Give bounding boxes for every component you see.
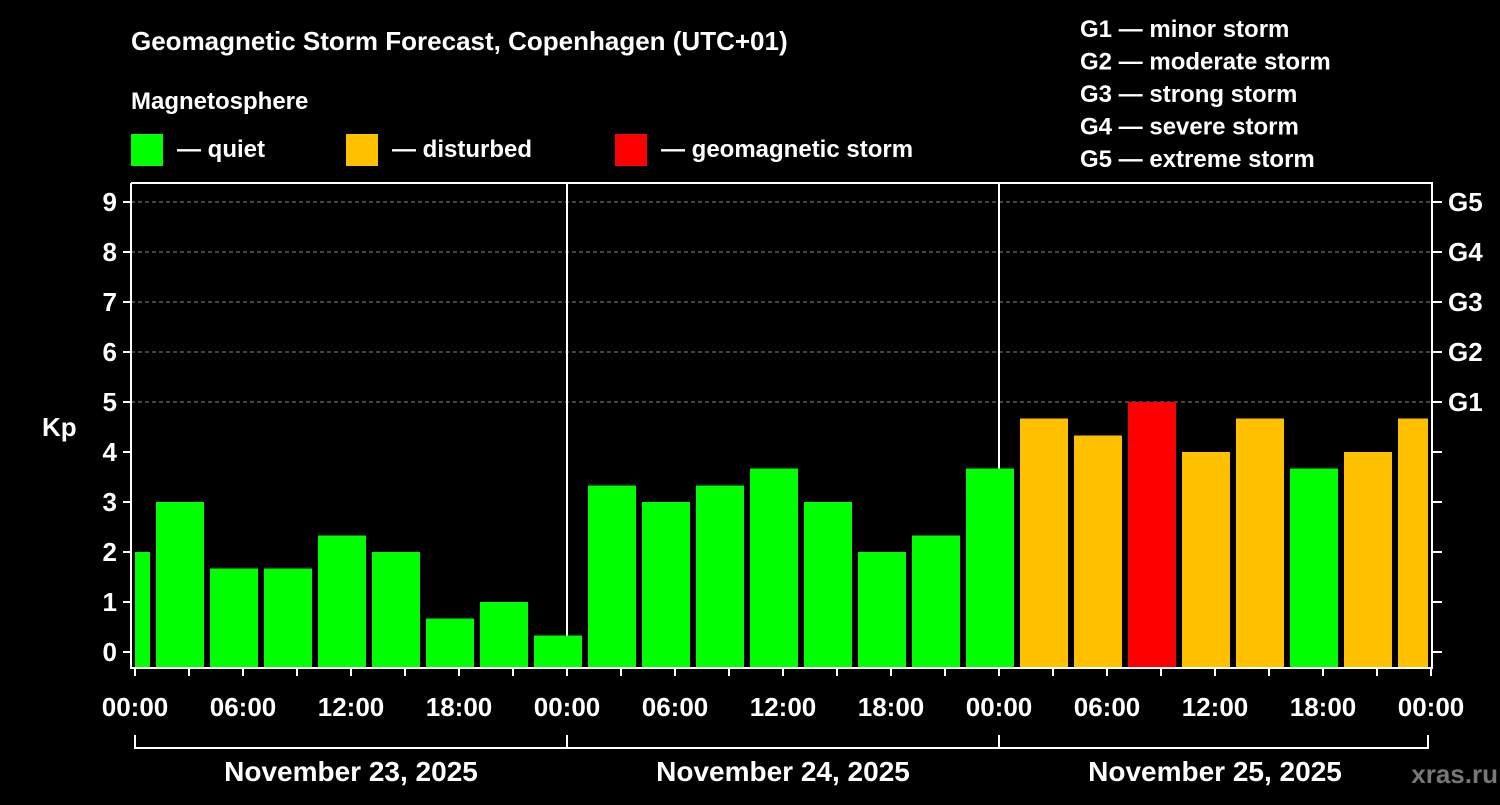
kp-bar — [372, 552, 420, 668]
x-tick-label: 12:00 — [1182, 692, 1249, 722]
x-tick-label: 00:00 — [102, 692, 169, 722]
axes: 0 1 2 3 4 5 6 7 8 9 G1 G2 G3 G4 G5 00:00 06:00 12:00 18:00… — [102, 182, 1483, 787]
watermark: xras.ru — [1411, 759, 1498, 789]
kp-bar — [264, 568, 312, 668]
legend-swatch-0 — [131, 134, 163, 166]
legend-title: Magnetosphere — [131, 88, 308, 115]
day-label: November 23, 2025 — [224, 756, 478, 787]
kp-bar — [858, 552, 906, 668]
kp-bar — [966, 468, 1014, 668]
kp-bar — [696, 485, 744, 668]
x-tick-label: 18:00 — [1290, 692, 1357, 722]
g-level-label: G2 — [1448, 337, 1483, 367]
y-tick-label: 7 — [103, 287, 117, 317]
storm-scale-item: G3 — strong storm — [1080, 81, 1297, 108]
kp-bar — [480, 602, 528, 668]
bars — [135, 402, 1428, 668]
day-bracket — [134, 735, 1429, 749]
y-tick-label: 6 — [103, 337, 117, 367]
day-label: November 25, 2025 — [1088, 756, 1342, 787]
legend-label-2: — geomagnetic storm — [661, 136, 913, 163]
kp-bar — [750, 468, 798, 668]
storm-scale-item: G1 — minor storm — [1080, 16, 1289, 43]
x-tick-label: 06:00 — [210, 692, 277, 722]
storm-scale-legend: G1 — minor storm G2 — moderate storm G3 — … — [1080, 16, 1331, 173]
y-tick-label: 0 — [103, 637, 117, 667]
kp-bar — [1398, 418, 1428, 668]
kp-bar — [426, 618, 474, 668]
kp-bar — [534, 635, 582, 668]
y-tick-label: 5 — [103, 387, 117, 417]
x-tick-label: 06:00 — [1074, 692, 1141, 722]
x-tick-label: 00:00 — [534, 692, 601, 722]
kp-bar — [1020, 418, 1068, 668]
y-tick-label: 9 — [103, 187, 117, 217]
y-tick-label: 8 — [103, 237, 117, 267]
legend-label-1: — disturbed — [392, 136, 532, 163]
x-tick-label: 00:00 — [966, 692, 1033, 722]
kp-bar — [1128, 402, 1176, 668]
kp-bar — [1074, 435, 1122, 668]
legend-swatch-2 — [615, 134, 647, 166]
kp-bar — [588, 485, 636, 668]
x-tick-label: 06:00 — [642, 692, 709, 722]
legend: — quiet — disturbed — geomagnetic storm — [131, 134, 913, 166]
y-tick-label: 1 — [103, 587, 117, 617]
x-tick-label: 12:00 — [750, 692, 817, 722]
g-level-label: G3 — [1448, 287, 1483, 317]
y-axis-label: Kp — [42, 412, 77, 442]
storm-scale-item: G5 — extreme storm — [1080, 146, 1315, 173]
kp-bar — [1344, 452, 1392, 668]
legend-swatch-1 — [346, 134, 378, 166]
x-tick-label: 18:00 — [858, 692, 925, 722]
g-level-label: G4 — [1448, 237, 1483, 267]
kp-bar — [912, 535, 960, 668]
kp-bar — [156, 502, 204, 668]
kp-bar — [1236, 418, 1284, 668]
y-tick-label: 4 — [103, 437, 118, 467]
x-tick-label: 12:00 — [318, 692, 385, 722]
y-tick-label: 3 — [103, 487, 117, 517]
x-tick-label: 18:00 — [426, 692, 493, 722]
y-tick-label: 2 — [103, 537, 117, 567]
chart-title: Geomagnetic Storm Forecast, Copenhagen (… — [131, 26, 788, 56]
kp-bar — [642, 502, 690, 668]
kp-bar — [1182, 452, 1230, 668]
day-label: November 24, 2025 — [656, 756, 910, 787]
g-level-label: G5 — [1448, 187, 1483, 217]
kp-bar — [1290, 468, 1338, 668]
kp-bar — [135, 552, 150, 668]
kp-bar — [804, 502, 852, 668]
kp-bar — [318, 535, 366, 668]
storm-scale-item: G4 — severe storm — [1080, 114, 1299, 141]
legend-label-0: — quiet — [177, 136, 265, 163]
g-level-label: G1 — [1448, 387, 1483, 417]
kp-bar — [210, 568, 258, 668]
x-tick-label: 00:00 — [1398, 692, 1465, 722]
storm-scale-item: G2 — moderate storm — [1080, 49, 1331, 76]
